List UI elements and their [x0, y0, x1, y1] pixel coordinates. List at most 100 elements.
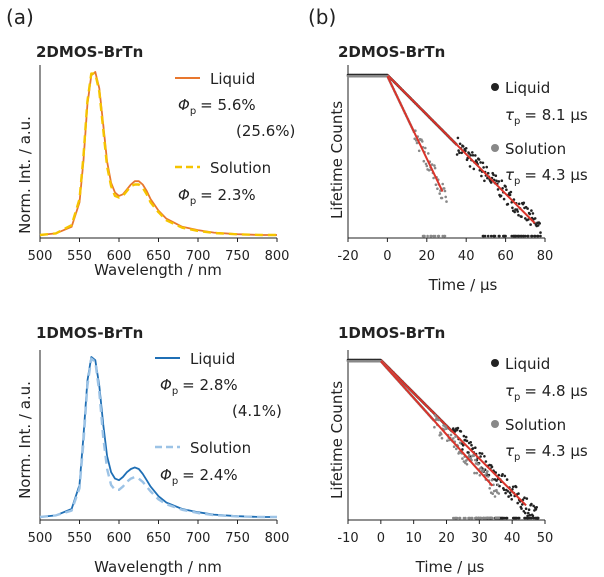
data-point [505, 516, 509, 520]
data-point [497, 516, 501, 520]
data-point [522, 201, 526, 205]
y-axis-label: Norm. Int. / a.u. [16, 116, 34, 234]
data-point [456, 426, 460, 430]
data-point [433, 414, 437, 417]
data-point [471, 154, 475, 157]
data-point [474, 446, 477, 450]
data-point [497, 473, 501, 477]
legend-label-solution: Solution [505, 416, 566, 434]
data-point [507, 495, 510, 498]
legend-phi-liquid: Φp = 2.8% [160, 376, 238, 397]
data-point [490, 478, 494, 482]
data-point [454, 435, 457, 438]
data-point [531, 514, 535, 518]
data-point [506, 490, 510, 493]
x-tick-label: 600 [107, 531, 132, 546]
data-point [491, 492, 495, 496]
data-point [522, 510, 526, 513]
x-axis-label: Time / μs [428, 276, 498, 294]
data-point [517, 516, 521, 520]
data-point [430, 234, 433, 238]
series-solution [346, 74, 448, 238]
data-point [486, 171, 490, 175]
legend-label-solution: Solution [210, 159, 271, 177]
data-point [467, 453, 471, 457]
series-liquid [346, 358, 540, 520]
data-point [479, 466, 482, 470]
data-point [489, 181, 493, 184]
data-point [426, 234, 429, 238]
data-point [517, 213, 520, 217]
y-axis-label: Lifetime Counts [328, 101, 346, 219]
x-tick-label: 60 [497, 249, 514, 264]
x-tick-label: 0 [383, 249, 391, 264]
data-point [433, 234, 437, 238]
series-line-liquid [39, 356, 277, 518]
data-point [497, 492, 501, 495]
x-axis-label: Wavelength / nm [94, 558, 222, 576]
data-point [527, 508, 531, 512]
data-point [445, 200, 448, 203]
x-tick-label: 700 [186, 531, 211, 546]
x-tick-label: 800 [265, 531, 290, 546]
chart-title: 1DMOS-BrTn [36, 324, 143, 342]
data-point [455, 516, 459, 520]
legend-label-liquid: Liquid [190, 350, 235, 368]
data-point [505, 478, 509, 481]
data-point [516, 210, 519, 213]
data-point [499, 194, 503, 198]
data-point [505, 188, 508, 191]
data-point [489, 234, 493, 238]
data-point [452, 445, 456, 449]
x-tick-label: 40 [504, 531, 521, 546]
data-point [520, 215, 523, 218]
data-point [502, 488, 506, 492]
data-point [480, 452, 484, 455]
data-point [525, 497, 529, 500]
data-point [458, 441, 462, 445]
series-liquid [346, 73, 542, 238]
data-point [526, 207, 529, 210]
chart-b-top: 2DMOS-BrTn Lifetime Counts Time / μs Liq… [328, 43, 588, 294]
legend: Liquid τp = 8.1 μs Solution τp = 4.3 μs [491, 79, 588, 187]
data-point [490, 465, 494, 469]
data-point [502, 197, 506, 201]
data-point [483, 455, 486, 458]
data-point [461, 145, 465, 148]
chart-a-top: 2DMOS-BrTn Norm. Int. / a.u. Wavelength … [16, 43, 295, 279]
data-point [485, 165, 489, 169]
data-point [458, 142, 462, 146]
data-point [422, 159, 426, 163]
legend-tau-liquid: τp = 8.1 μs [505, 106, 588, 127]
data-point [473, 471, 476, 475]
data-point [528, 513, 532, 517]
x-tick-label: -10 [337, 531, 358, 546]
data-point [531, 212, 535, 215]
data-point [495, 179, 498, 183]
fit-line [386, 75, 444, 193]
data-point [498, 234, 501, 238]
data-point [475, 471, 479, 475]
x-tick-label: 650 [146, 249, 171, 264]
series-line-solution [39, 72, 277, 237]
x-tick-label: 750 [225, 249, 250, 264]
data-point [492, 173, 495, 177]
data-point [469, 441, 473, 444]
data-point [458, 516, 462, 520]
data-point [516, 501, 519, 505]
data-point [535, 506, 538, 509]
data-point [464, 147, 468, 150]
data-point [511, 485, 515, 489]
fit-line [380, 360, 494, 487]
data-point [496, 483, 500, 487]
data-point [539, 231, 542, 234]
data-point [432, 176, 435, 180]
data-point [511, 206, 514, 210]
x-tick-label: 650 [146, 531, 171, 546]
data-point [538, 222, 541, 225]
data-point [443, 189, 447, 193]
data-point [468, 165, 472, 168]
legend-tau-solution: τp = 4.3 μs [505, 166, 588, 187]
data-point [501, 473, 504, 476]
data-point [438, 192, 442, 195]
